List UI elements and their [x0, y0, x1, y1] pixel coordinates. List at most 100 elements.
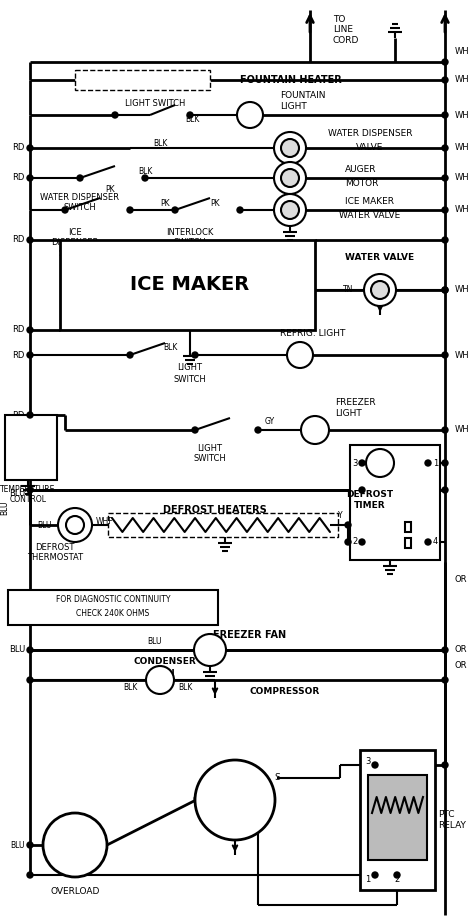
Circle shape: [27, 327, 33, 333]
Circle shape: [287, 342, 313, 368]
Circle shape: [442, 145, 448, 151]
Text: RD: RD: [13, 325, 25, 334]
Circle shape: [77, 175, 83, 181]
Circle shape: [62, 207, 68, 213]
Text: FOUNTAIN HEATER: FOUNTAIN HEATER: [240, 75, 342, 85]
Circle shape: [281, 139, 299, 157]
Text: WH: WH: [455, 205, 470, 214]
Circle shape: [442, 77, 448, 83]
Text: AUGER: AUGER: [345, 165, 376, 175]
Text: BLU: BLU: [37, 520, 52, 529]
Text: INTERLOCK
SWITCH: INTERLOCK SWITCH: [166, 228, 214, 248]
Circle shape: [442, 207, 448, 213]
Circle shape: [442, 287, 448, 293]
Circle shape: [359, 460, 365, 466]
Text: PK: PK: [105, 186, 115, 194]
Circle shape: [27, 872, 33, 878]
Text: 1: 1: [433, 458, 438, 468]
Text: BLK: BLK: [163, 343, 177, 351]
Text: WATER VALVE: WATER VALVE: [346, 253, 415, 262]
Text: 3: 3: [365, 758, 370, 767]
Text: LIGHT SWITCH: LIGHT SWITCH: [125, 99, 185, 107]
Circle shape: [27, 487, 33, 493]
Text: R: R: [255, 823, 261, 833]
Circle shape: [301, 416, 329, 444]
Circle shape: [345, 522, 351, 528]
Circle shape: [274, 162, 306, 194]
Circle shape: [442, 460, 448, 466]
Circle shape: [27, 842, 33, 848]
Circle shape: [146, 666, 174, 694]
Circle shape: [425, 460, 431, 466]
Circle shape: [372, 872, 378, 878]
Circle shape: [359, 539, 365, 545]
Text: COMPRESSOR: COMPRESSOR: [250, 687, 320, 697]
Circle shape: [442, 487, 448, 493]
Circle shape: [274, 132, 306, 164]
Text: BLU: BLU: [9, 489, 25, 497]
Text: FREEZER
LIGHT: FREEZER LIGHT: [335, 398, 375, 418]
Text: BLK: BLK: [153, 139, 167, 148]
Text: LIGHT: LIGHT: [177, 363, 202, 372]
Text: FAN: FAN: [155, 668, 175, 677]
Circle shape: [442, 112, 448, 118]
Text: CONDENSER: CONDENSER: [134, 658, 196, 666]
Bar: [368, 775, 427, 860]
Circle shape: [127, 352, 133, 358]
Text: ICE
DISPENSER
SWITCH: ICE DISPENSER SWITCH: [51, 228, 99, 258]
Text: BLK: BLK: [123, 684, 137, 692]
Text: RD: RD: [13, 236, 25, 245]
Text: LIGHT
SWITCH: LIGHT SWITCH: [193, 444, 227, 464]
Circle shape: [127, 207, 133, 213]
Circle shape: [359, 487, 365, 493]
Text: CONTROL: CONTROL: [9, 495, 46, 505]
Text: 4: 4: [433, 538, 438, 546]
Text: BLU: BLU: [0, 501, 9, 515]
Circle shape: [237, 207, 243, 213]
Text: RD: RD: [13, 350, 25, 359]
Text: FOUNTAIN
LIGHT: FOUNTAIN LIGHT: [280, 91, 326, 111]
Text: FOR DIAGNOSTIC CONTINUITY: FOR DIAGNOSTIC CONTINUITY: [56, 595, 170, 604]
Bar: [350, 445, 440, 560]
Text: WATER DISPENSER
SWITCH: WATER DISPENSER SWITCH: [40, 193, 119, 213]
Text: TN: TN: [343, 286, 353, 295]
Text: ICE MAKER: ICE MAKER: [130, 275, 250, 295]
Bar: [405, 538, 411, 548]
Text: OR: OR: [455, 646, 467, 654]
Text: ICE MAKER: ICE MAKER: [346, 198, 394, 206]
Circle shape: [142, 175, 148, 181]
Bar: [5, 415, 57, 480]
Circle shape: [112, 112, 118, 118]
Text: WH: WH: [455, 286, 470, 295]
Text: WH: WH: [455, 76, 470, 84]
Text: C: C: [193, 796, 199, 805]
Bar: [75, 70, 210, 90]
Text: BLK: BLK: [138, 166, 152, 176]
Text: WH: WH: [455, 174, 470, 183]
Text: DEFROST HEATERS: DEFROST HEATERS: [163, 505, 267, 515]
Circle shape: [442, 427, 448, 433]
Text: SWITCH: SWITCH: [173, 375, 206, 384]
Circle shape: [27, 412, 33, 418]
Text: OR: OR: [455, 661, 467, 670]
Circle shape: [442, 237, 448, 243]
Text: TO
LINE
CORD: TO LINE CORD: [333, 15, 359, 45]
Text: BLK: BLK: [185, 116, 200, 125]
Text: S: S: [274, 773, 280, 783]
Text: RD: RD: [13, 410, 25, 419]
Text: BLK: BLK: [178, 684, 192, 692]
Circle shape: [187, 112, 193, 118]
Bar: [8, 590, 218, 625]
Text: PK: PK: [210, 199, 220, 208]
Circle shape: [192, 352, 198, 358]
Circle shape: [43, 813, 107, 877]
Circle shape: [442, 762, 448, 768]
Text: TT: TT: [374, 458, 386, 468]
Text: DEFROST
TIMER: DEFROST TIMER: [346, 491, 393, 510]
Text: WH: WH: [455, 425, 470, 434]
Text: 2: 2: [352, 538, 357, 546]
Text: WHF: WHF: [96, 517, 114, 526]
Circle shape: [281, 201, 299, 219]
Text: THERMOSTAT: THERMOSTAT: [27, 553, 83, 563]
Text: FREEZER FAN: FREEZER FAN: [213, 630, 287, 640]
